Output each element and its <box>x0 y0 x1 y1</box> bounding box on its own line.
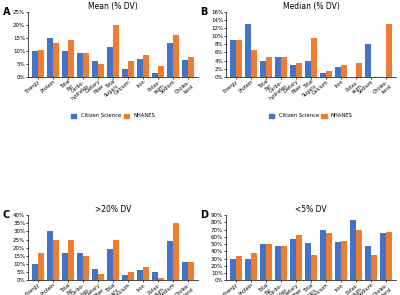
Bar <box>137 271 143 280</box>
Bar <box>38 253 44 280</box>
Bar <box>173 223 179 280</box>
Bar <box>113 240 119 280</box>
Bar <box>77 53 83 77</box>
Bar <box>107 47 113 77</box>
Bar <box>188 57 194 77</box>
Title: >20% DV: >20% DV <box>95 205 131 214</box>
Bar <box>122 275 128 280</box>
Bar <box>296 235 302 280</box>
Bar <box>275 57 281 77</box>
Bar <box>275 245 281 280</box>
Bar <box>113 25 119 77</box>
Bar <box>137 59 143 77</box>
Bar <box>260 60 266 77</box>
Bar <box>311 38 317 77</box>
Text: B: B <box>200 6 208 17</box>
Text: C: C <box>2 210 10 220</box>
Bar <box>32 51 38 77</box>
Bar <box>290 65 296 77</box>
Bar <box>230 259 236 280</box>
Bar <box>53 240 59 280</box>
Text: A: A <box>2 6 10 17</box>
Bar <box>266 57 272 77</box>
Bar <box>281 57 287 77</box>
Bar <box>386 24 392 77</box>
Bar <box>182 60 188 77</box>
Bar <box>62 253 68 280</box>
Bar <box>245 24 251 77</box>
Bar <box>167 241 173 280</box>
Bar <box>365 246 371 280</box>
Bar <box>143 267 149 280</box>
Bar <box>380 233 386 280</box>
Bar <box>107 249 113 280</box>
Bar <box>122 69 128 77</box>
Bar <box>251 253 257 280</box>
Bar <box>173 35 179 77</box>
Bar <box>32 264 38 280</box>
Bar <box>53 43 59 77</box>
Bar <box>92 269 98 280</box>
Bar <box>98 64 104 77</box>
Bar <box>182 262 188 280</box>
Bar <box>152 272 158 280</box>
Bar <box>326 233 332 280</box>
Bar <box>77 253 83 280</box>
Bar <box>83 53 89 77</box>
Bar <box>266 244 272 280</box>
Bar <box>281 246 287 280</box>
Bar <box>92 61 98 77</box>
Bar <box>158 66 164 77</box>
Bar <box>230 40 236 77</box>
Legend: Citizen Science, NHANES: Citizen Science, NHANES <box>269 113 353 118</box>
Bar <box>83 256 89 280</box>
Bar <box>251 50 257 77</box>
Bar <box>320 230 326 280</box>
Bar <box>236 40 242 77</box>
Bar <box>356 63 362 77</box>
Bar <box>158 278 164 280</box>
Bar <box>236 256 242 280</box>
Bar <box>290 239 296 280</box>
Bar <box>98 274 104 280</box>
Bar <box>68 40 74 77</box>
Bar <box>188 262 194 280</box>
Title: Median (% DV): Median (% DV) <box>282 2 340 11</box>
Bar <box>68 240 74 280</box>
Bar <box>245 259 251 280</box>
Bar <box>143 55 149 77</box>
Bar <box>365 44 371 77</box>
Bar <box>320 73 326 77</box>
Bar <box>167 43 173 77</box>
Bar <box>341 240 347 280</box>
Bar <box>47 38 53 77</box>
Bar <box>296 63 302 77</box>
Bar <box>335 242 341 280</box>
Bar <box>350 220 356 280</box>
Bar <box>62 51 68 77</box>
Bar <box>386 232 392 280</box>
Bar <box>341 65 347 77</box>
Bar <box>152 73 158 77</box>
Bar <box>38 50 44 77</box>
Bar <box>326 71 332 77</box>
Bar <box>335 67 341 77</box>
Bar <box>311 255 317 280</box>
Bar <box>128 272 134 280</box>
Bar <box>128 61 134 77</box>
Text: D: D <box>200 210 208 220</box>
Bar <box>371 255 377 280</box>
Bar <box>305 243 311 280</box>
Bar <box>356 230 362 280</box>
Bar <box>47 232 53 280</box>
Bar <box>305 60 311 77</box>
Legend: Citizen Science, NHANES: Citizen Science, NHANES <box>71 113 155 118</box>
Bar <box>260 244 266 280</box>
Title: Mean (% DV): Mean (% DV) <box>88 2 138 11</box>
Title: <5% DV: <5% DV <box>295 205 327 214</box>
